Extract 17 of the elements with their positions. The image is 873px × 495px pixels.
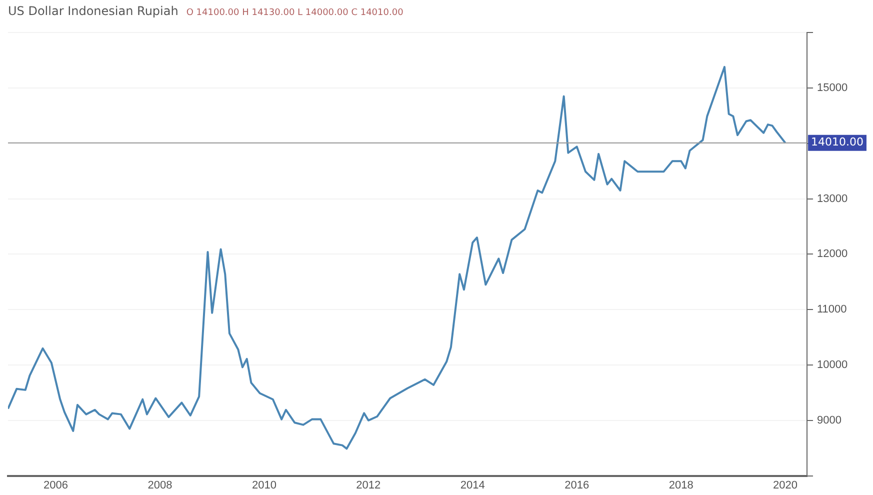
chart-title: US Dollar Indonesian Rupiah [8,4,178,18]
y-tick-label: 11000 [817,304,847,316]
x-tick-label: 2020 [773,479,798,492]
y-tick-label: 15000 [817,82,848,94]
x-tick-label: 2006 [44,479,68,492]
x-tick-label: 2018 [668,479,694,492]
x-tick-label: 2016 [564,479,590,492]
ref-line-label: 14010.00 [811,136,864,149]
y-tick-label: 13000 [817,192,848,205]
y-tick-label: 10000 [817,359,848,372]
chart-subtitle: O 14100.00 H 14130.00 L 14000.00 C 14010.00 [186,8,404,18]
x-tick-label: 2012 [356,479,381,492]
x-tick-label: 2010 [252,479,276,492]
y-tick-label: 12000 [817,248,848,260]
x-tick-label: 2008 [148,479,172,492]
y-tick-label: 9000 [817,414,842,426]
x-tick-label: 2014 [460,479,485,492]
